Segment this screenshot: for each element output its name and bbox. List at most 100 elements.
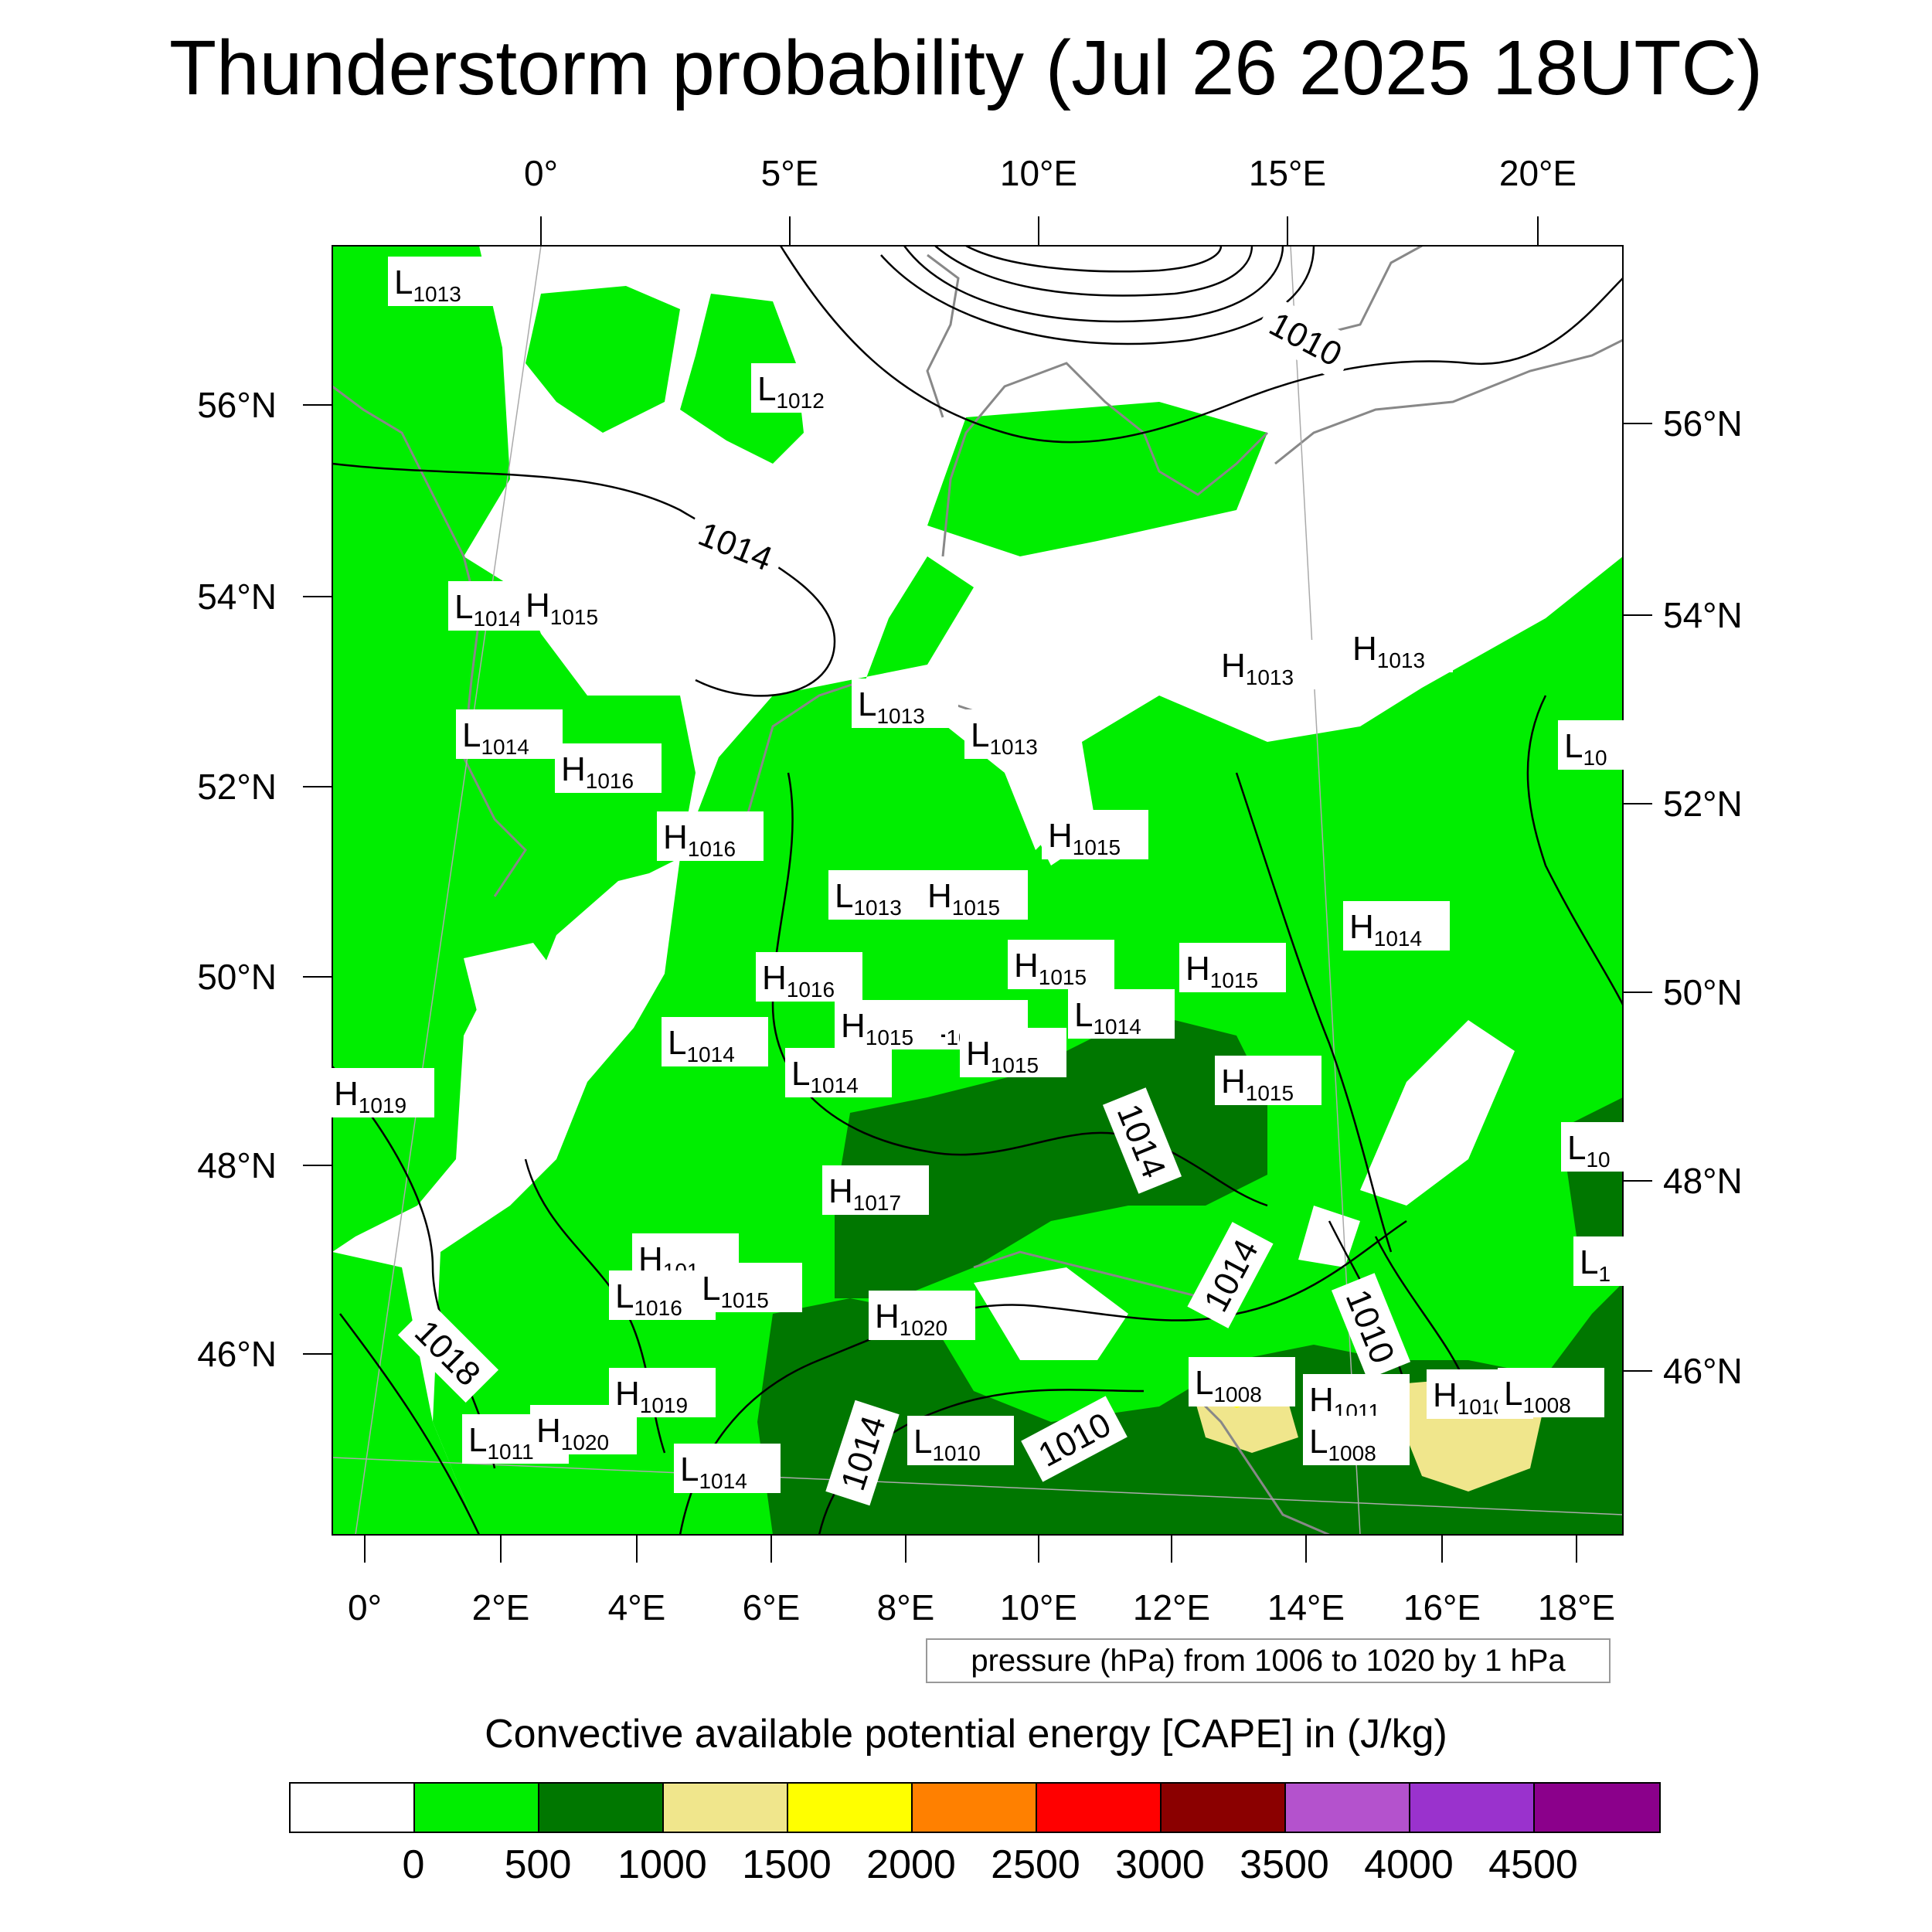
colorbar-swatch	[1410, 1784, 1535, 1832]
pressure-center-text: H1016	[561, 750, 634, 793]
low-pressure-label: L1013	[828, 870, 935, 920]
colorbar-label: 2000	[866, 1842, 956, 1887]
right-axis-label: 46°N	[1663, 1351, 1743, 1391]
pressure-center-text: L1014	[668, 1024, 735, 1066]
pressure-center-text: H1019	[334, 1075, 406, 1117]
pressure-center-text: H1016	[663, 818, 736, 861]
high-pressure-label: H1020	[530, 1405, 637, 1454]
right-axis-label: 48°N	[1663, 1161, 1743, 1201]
map-title: Thunderstorm probability (Jul 26 2025 18…	[168, 25, 1764, 111]
left-axis-labels: 56°N 54°N 52°N 50°N 48°N 46°N	[197, 385, 277, 1374]
colorbar-label: 2500	[991, 1842, 1080, 1887]
bottom-axis-label: 6°E	[743, 1587, 801, 1628]
pressure-center-text: L1	[1580, 1243, 1611, 1286]
low-pressure-label: L1014	[785, 1048, 892, 1097]
pressure-center-text: L10	[1567, 1129, 1611, 1172]
colorbar-swatch	[291, 1784, 415, 1832]
high-pressure-label: H1014	[1343, 901, 1450, 951]
bottom-axis-label: 10°E	[1000, 1587, 1077, 1628]
high-pressure-label: H1016	[756, 952, 862, 1002]
pressure-center-text: H1015	[1014, 947, 1087, 989]
top-axis-labels: 0° 5°E 10°E 15°E 20°E	[524, 153, 1577, 193]
colorbar-swatch	[1286, 1784, 1410, 1832]
colorbar-swatch	[913, 1784, 1037, 1832]
bottom-axis-label: 16°E	[1403, 1587, 1481, 1628]
colorbar-swatch	[664, 1784, 788, 1832]
pressure-center-text: H1020	[536, 1412, 609, 1454]
low-pressure-label: L1015	[696, 1263, 802, 1312]
right-axis-label: 54°N	[1663, 595, 1743, 635]
low-pressure-label: L10	[1561, 1122, 1631, 1172]
cape-gaps	[464, 742, 1515, 1360]
high-pressure-label: H1015	[519, 580, 626, 629]
pressure-center-text: L1008	[1195, 1364, 1262, 1406]
bottom-axis-labels: 0° 2°E 4°E 6°E 8°E 10°E 12°E 14°E 16°E 1…	[348, 1587, 1615, 1628]
low-pressure-label: L1013	[964, 709, 1071, 759]
pressure-center-text: L1013	[971, 716, 1038, 759]
cape-area-north-central	[680, 294, 804, 464]
pressure-center-text: H1013	[1352, 630, 1425, 672]
high-pressure-label: H1016	[555, 743, 662, 793]
pressure-center-text: L1013	[858, 685, 925, 728]
left-axis-label: 52°N	[197, 767, 277, 807]
pressure-center-text: H1013	[1221, 647, 1294, 689]
colorbar-label: 3500	[1240, 1842, 1329, 1887]
pressure-center-text: H1015	[1221, 1063, 1294, 1105]
high-pressure-label: H1015	[921, 870, 1028, 920]
pressure-center-text: H1015	[966, 1035, 1039, 1077]
pressure-center-text: L1014	[680, 1451, 747, 1493]
top-axis-label: 5°E	[761, 153, 819, 193]
low-pressure-label: L1014	[456, 709, 563, 759]
low-pressure-label: L1008	[1303, 1416, 1410, 1465]
pressure-center-text: L1013	[835, 877, 902, 920]
low-pressure-label: L1012	[751, 363, 858, 413]
pressure-center-text: L1014	[1074, 996, 1141, 1039]
left-axis-ticks	[303, 404, 332, 1355]
cape-area-alps-south	[757, 1283, 1623, 1535]
colorbar-label: 0	[402, 1842, 425, 1887]
low-pressure-label: L1008	[1498, 1368, 1604, 1417]
high-pressure-label: H1015	[960, 1028, 1066, 1077]
colorbar	[289, 1782, 1661, 1833]
pressure-center-text: H1020	[875, 1298, 947, 1340]
colorbar-label: 3000	[1115, 1842, 1205, 1887]
high-pressure-label: H1015	[1042, 810, 1148, 859]
pressure-center-text: L1016	[615, 1277, 682, 1320]
pressure-center-text: L1014	[454, 588, 522, 631]
colorbar-label: 1000	[617, 1842, 707, 1887]
colorbar-swatch	[539, 1784, 664, 1832]
pressure-center-text: H1015	[841, 1007, 913, 1049]
colorbar-label: 500	[504, 1842, 572, 1887]
map-border	[332, 245, 1624, 1536]
low-pressure-label: L1014	[1068, 989, 1175, 1039]
left-axis-label: 56°N	[197, 385, 277, 425]
high-pressure-label: H1013	[1346, 623, 1453, 672]
bottom-axis-label: 0°	[348, 1587, 382, 1628]
pressure-center-text: H1015	[927, 877, 1000, 920]
low-pressure-label: L1013	[388, 257, 495, 306]
high-pressure-label: H1019	[328, 1068, 434, 1117]
pressure-center-text: L1008	[1309, 1423, 1376, 1465]
pressure-center-text: H1016	[762, 959, 835, 1002]
left-axis-label: 50°N	[197, 957, 277, 997]
high-pressure-label: H1011	[1303, 1374, 1410, 1423]
colorbar-label: 4000	[1364, 1842, 1454, 1887]
low-pressure-label: L1010	[907, 1416, 1014, 1465]
pressure-center-text: H1015	[1185, 950, 1258, 992]
colorbar-labels: 0 500 1000 1500 2000 2500 3000 3500 4000 4500	[0, 1841, 1932, 1895]
low-pressure-label: L1014	[674, 1444, 781, 1493]
colorbar-label: 4500	[1488, 1842, 1578, 1887]
pressure-center-text: L1014	[791, 1055, 859, 1097]
right-axis-label: 50°N	[1663, 972, 1743, 1012]
pressure-center-text: L1013	[394, 264, 461, 306]
pressure-center-text: L10	[1564, 727, 1607, 770]
pressure-center-text: L1014	[462, 716, 529, 759]
pressure-center-text: L1008	[1504, 1375, 1571, 1417]
colorbar-swatch	[788, 1784, 913, 1832]
high-pressure-label: H1015	[1008, 940, 1114, 989]
bottom-axis-label: 18°E	[1538, 1587, 1615, 1628]
bottom-axis-label: 2°E	[472, 1587, 530, 1628]
top-axis-label: 20°E	[1499, 153, 1577, 193]
high-pressure-label: H1015	[1179, 943, 1286, 992]
